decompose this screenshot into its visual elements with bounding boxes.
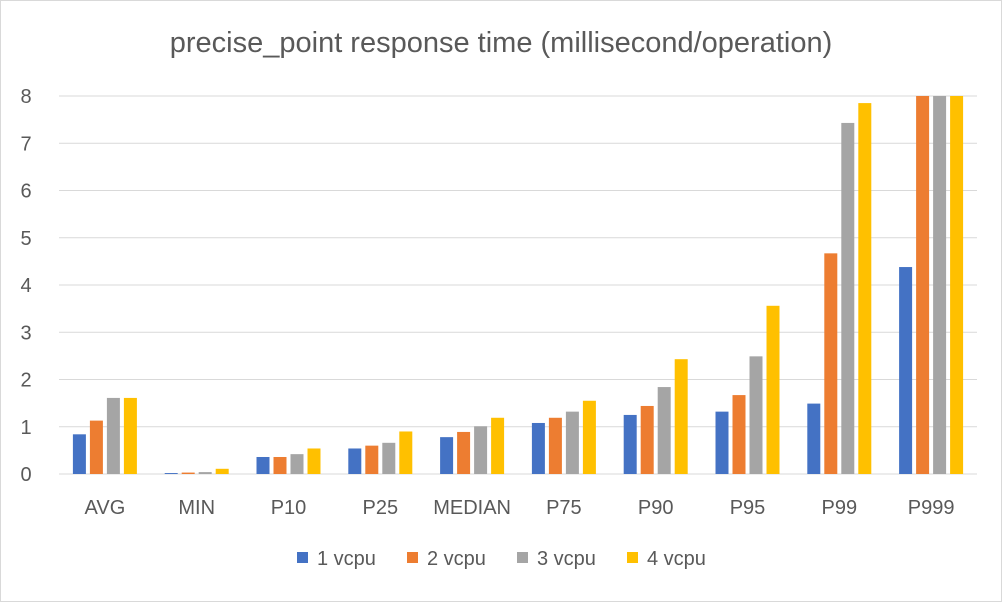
legend-label-1-vcpu: 1 vcpu bbox=[317, 548, 376, 570]
legend-swatch-2-vcpu bbox=[407, 552, 418, 563]
bar-min-3-vcpu bbox=[198, 472, 212, 474]
bar-avg-3-vcpu bbox=[106, 397, 120, 474]
bar-p25-3-vcpu bbox=[382, 442, 396, 474]
bar-p25-1-vcpu bbox=[348, 448, 362, 474]
bar-p75-1-vcpu bbox=[531, 422, 545, 474]
bar-min-2-vcpu bbox=[181, 472, 195, 474]
bar-avg-1-vcpu bbox=[72, 434, 86, 474]
bar-p99-4-vcpu bbox=[858, 103, 872, 475]
bar-p75-3-vcpu bbox=[565, 411, 579, 474]
bar-avg-4-vcpu bbox=[123, 397, 137, 474]
x-tick-label: P10 bbox=[271, 497, 307, 519]
legend: 1 vcpu 2 vcpu 3 vcpu 4 vcpu bbox=[297, 548, 706, 570]
bar-p10-2-vcpu bbox=[273, 456, 287, 474]
bar-p25-2-vcpu bbox=[365, 445, 379, 474]
bar-p10-1-vcpu bbox=[256, 456, 270, 474]
x-tick-label: AVG bbox=[85, 497, 126, 519]
y-tick-label: 1 bbox=[20, 417, 31, 439]
bar-p10-4-vcpu bbox=[307, 448, 321, 474]
y-tick-label: 2 bbox=[20, 370, 31, 392]
y-axis-ticks: 0 1 2 3 4 5 6 7 8 bbox=[20, 86, 31, 486]
bar-median-2-vcpu bbox=[457, 431, 471, 474]
x-tick-label: P99 bbox=[822, 497, 858, 519]
bar-p95-3-vcpu bbox=[749, 356, 763, 474]
x-tick-label: MIN bbox=[178, 497, 215, 519]
bar-p95-2-vcpu bbox=[732, 395, 746, 474]
bar-median-1-vcpu bbox=[440, 437, 454, 474]
chart-title: precise_point response time (millisecond… bbox=[170, 27, 833, 59]
bar-min-4-vcpu bbox=[215, 468, 229, 474]
x-tick-label: P90 bbox=[638, 497, 674, 519]
bar-avg-2-vcpu bbox=[89, 420, 103, 474]
x-tick-label: P95 bbox=[730, 497, 766, 519]
gridlines bbox=[59, 95, 977, 475]
bar-p25-4-vcpu bbox=[399, 431, 413, 474]
bar-p999-1-vcpu bbox=[899, 267, 913, 474]
bar-min-1-vcpu bbox=[164, 473, 178, 474]
bar-p999-2-vcpu bbox=[916, 96, 930, 474]
legend-label-2-vcpu: 2 vcpu bbox=[427, 548, 486, 570]
bar-p99-1-vcpu bbox=[807, 403, 821, 474]
y-tick-label: 6 bbox=[20, 181, 31, 203]
bar-p95-1-vcpu bbox=[715, 411, 729, 474]
legend-swatch-4-vcpu bbox=[627, 552, 638, 563]
x-tick-label: MEDIAN bbox=[433, 497, 511, 519]
bar-p99-3-vcpu bbox=[841, 122, 855, 475]
legend-swatch-3-vcpu bbox=[517, 552, 528, 563]
y-tick-label: 7 bbox=[20, 133, 31, 155]
bar-median-4-vcpu bbox=[491, 417, 505, 474]
bar-p90-1-vcpu bbox=[623, 414, 637, 474]
bar-p90-4-vcpu bbox=[674, 359, 688, 474]
bar-p999-4-vcpu bbox=[950, 96, 964, 474]
legend-label-3-vcpu: 3 vcpu bbox=[537, 548, 596, 570]
bar-p10-3-vcpu bbox=[290, 454, 304, 474]
bar-p99-2-vcpu bbox=[824, 253, 838, 474]
legend-label-4-vcpu: 4 vcpu bbox=[647, 548, 706, 570]
x-tick-label: P75 bbox=[546, 497, 582, 519]
bar-p75-4-vcpu bbox=[582, 400, 596, 474]
x-axis-ticks: AVG MIN P10 P25 MEDIAN P75 P90 P95 P99 P999 bbox=[85, 497, 955, 519]
y-tick-label: 3 bbox=[20, 322, 31, 344]
legend-swatch-1-vcpu bbox=[297, 552, 308, 563]
x-tick-label: P25 bbox=[363, 497, 399, 519]
y-tick-label: 5 bbox=[20, 228, 31, 250]
bar-p90-3-vcpu bbox=[657, 387, 671, 474]
x-tick-label: P999 bbox=[908, 497, 955, 519]
bars bbox=[72, 96, 964, 475]
y-tick-label: 4 bbox=[20, 275, 31, 297]
bar-p999-3-vcpu bbox=[933, 96, 947, 474]
y-tick-label: 8 bbox=[20, 86, 31, 108]
bar-p90-2-vcpu bbox=[640, 405, 654, 474]
bar-p95-4-vcpu bbox=[766, 305, 780, 474]
bar-p75-2-vcpu bbox=[548, 417, 562, 474]
bar-median-3-vcpu bbox=[474, 426, 488, 474]
y-tick-label: 0 bbox=[20, 464, 31, 486]
